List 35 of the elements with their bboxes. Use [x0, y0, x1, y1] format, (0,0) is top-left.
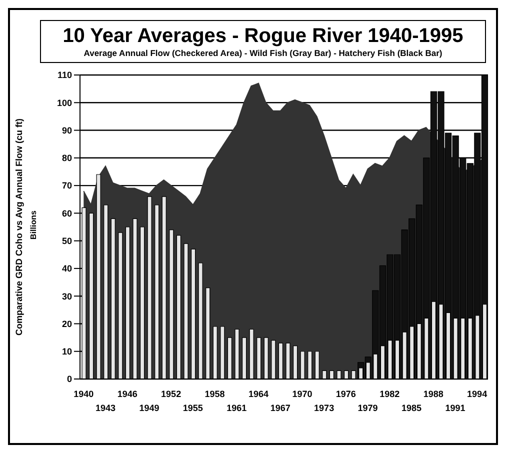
x-tick-label: 1961 [226, 403, 247, 413]
y-tick-label: 30 [62, 291, 72, 302]
y-tick-label: 10 [62, 346, 72, 357]
x-tick-label: 1946 [117, 389, 138, 399]
x-tick-label: 1979 [358, 403, 378, 413]
x-tick-label: 1943 [95, 403, 116, 413]
chart-subtitle: Average Annual Flow (Checkered Area) - Wild Fish (Gray Bar) - Hatchery Fish (Black Bar) [82, 48, 444, 58]
x-tick-label: 1964 [248, 389, 269, 399]
y-tick-label: 40 [62, 264, 72, 274]
x-tick-label: 1982 [380, 389, 400, 399]
chart-title: 10 Year Averages - Rogue River 1940-1995 [62, 25, 464, 48]
x-tick-label: 1958 [204, 389, 225, 399]
y-tick-label: 100 [56, 98, 72, 108]
y-axis-title: Comparative GRD Coho vs Avg Annual Flow (cu ft) [14, 118, 24, 336]
text: Billions [29, 210, 38, 240]
x-tick-label: 1949 [139, 403, 160, 413]
y-tick-label: 20 [62, 318, 72, 329]
y-tick-label: 0 [66, 374, 72, 384]
y-tick-label: 50 [62, 236, 72, 246]
y-tick-label: 60 [62, 208, 72, 218]
x-tick-label: 1988 [423, 389, 444, 399]
x-tick-label: 1952 [161, 389, 182, 399]
x-tick-label: 1973 [314, 403, 334, 413]
x-tick-label: 1967 [270, 403, 290, 413]
y-tick-label: 70 [62, 180, 72, 191]
x-tick-label: 1991 [445, 403, 466, 413]
x-tick-label: 1955 [182, 403, 203, 413]
x-tick-label: 1976 [336, 389, 356, 399]
x-tick-label: 1994 [467, 389, 488, 399]
y-tick-label: 80 [62, 153, 72, 164]
y-tick-label: 110 [57, 70, 72, 80]
x-tick-label: 1970 [292, 389, 312, 399]
y-tick-label: 90 [62, 125, 72, 136]
x-tick-label: 1985 [401, 403, 422, 413]
x-tick-label: 1940 [74, 389, 94, 399]
